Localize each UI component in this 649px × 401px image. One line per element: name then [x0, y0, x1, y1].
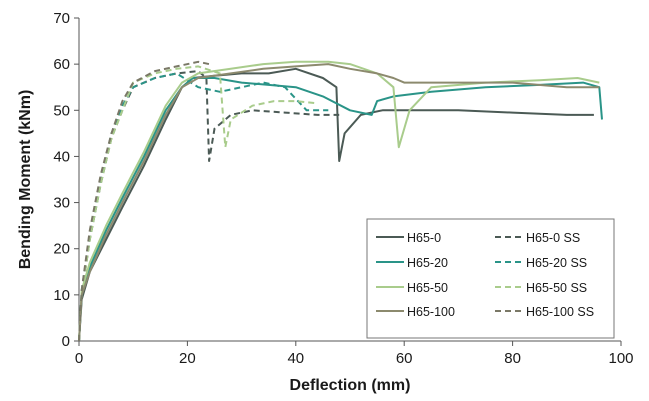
y-tick-label: 60	[53, 56, 70, 73]
legend-label: H65-0	[407, 231, 441, 245]
x-tick-label: 20	[179, 350, 196, 367]
y-axis-title: Bending Moment (kNm)	[17, 90, 34, 270]
x-tick-label: 40	[287, 350, 304, 367]
series-line-h65-50	[78, 60, 600, 342]
legend-box	[366, 218, 615, 339]
series-line-h65-20	[78, 77, 603, 342]
y-tick-label: 0	[62, 333, 70, 350]
legend-label: H65-100	[407, 305, 455, 319]
legend-label: H65-20	[407, 256, 448, 270]
series-layer	[78, 60, 603, 342]
y-tick-label: 30	[53, 195, 70, 212]
x-tick-label: 60	[396, 350, 413, 367]
series-line-h65-100-ss	[78, 60, 210, 342]
axes: 0 20 40 60 80 100 0 10 20 30 40 50 60 70	[53, 10, 633, 367]
series-line-h65-0-ss	[78, 70, 340, 342]
legend-label: H65-50	[407, 281, 448, 295]
y-tick-label: 20	[53, 241, 70, 258]
x-tick-label: 80	[504, 350, 521, 367]
legend-label: H65-0 SS	[526, 231, 580, 245]
y-tick-label: 10	[53, 287, 70, 304]
series-line-h65-0	[78, 67, 594, 342]
x-ticks: 0 20 40 60 80 100	[75, 341, 634, 367]
legend-label: H65-50 SS	[526, 281, 587, 295]
series-line-h65-50-ss	[78, 65, 318, 342]
series-line-h65-100	[78, 63, 600, 342]
y-tick-label: 40	[53, 148, 70, 165]
y-ticks: 0 10 20 30 40 50 60 70	[53, 10, 79, 350]
y-tick-label: 70	[53, 10, 70, 27]
legend: H65-0 H65-20 H65-50 H65-100 H65-0 SS H65-20 S…	[366, 218, 615, 339]
x-axis-title: Deflection (mm)	[290, 377, 411, 394]
x-tick-label: 100	[608, 350, 633, 367]
x-tick-label: 0	[75, 350, 83, 367]
legend-label: H65-20 SS	[526, 256, 587, 270]
y-tick-label: 50	[53, 102, 70, 119]
legend-label: H65-100 SS	[526, 305, 594, 319]
